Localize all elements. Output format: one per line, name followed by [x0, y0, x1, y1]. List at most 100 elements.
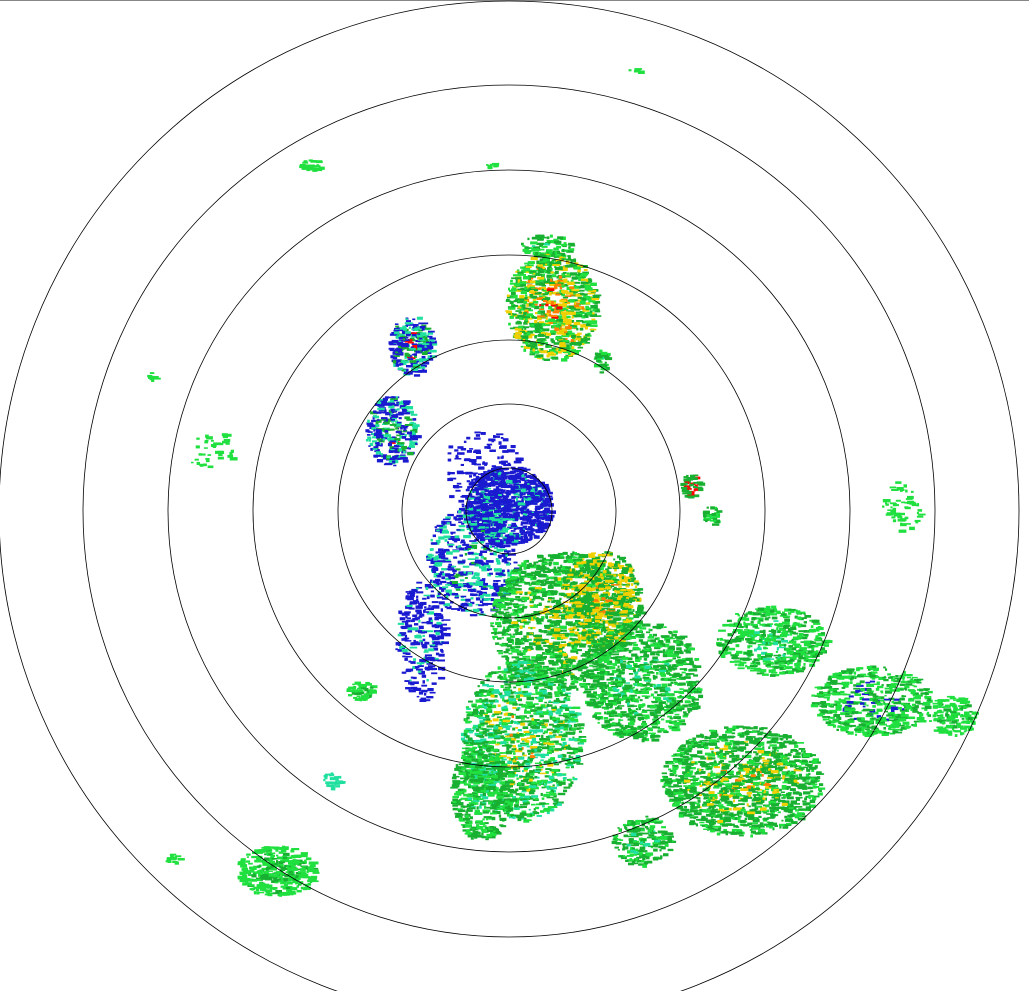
echo-cell [517, 729, 522, 732]
echo-cell [515, 596, 521, 599]
echo-cell [434, 563, 442, 567]
echo-cell [629, 595, 636, 598]
echo-cell [465, 546, 472, 548]
echo-cell [468, 482, 476, 486]
echo-cell [476, 806, 479, 810]
echo-cell [553, 794, 557, 798]
echo-cell [460, 448, 467, 451]
echo-cell [512, 517, 518, 520]
echo-cell [469, 475, 472, 478]
echo-cell [484, 774, 491, 778]
echo-cell [568, 671, 572, 675]
echo-cell [517, 642, 525, 645]
echo-cell [422, 699, 431, 702]
echo-cell [493, 435, 500, 438]
echo-cell [532, 595, 541, 600]
echo-cell [426, 679, 429, 682]
echo-cell [526, 658, 529, 661]
echo-cell [625, 576, 633, 580]
echo-cell [569, 706, 576, 709]
echo-cell [566, 751, 575, 754]
echo-cell [543, 753, 549, 756]
echo-cell [524, 682, 531, 687]
echo-cell [490, 694, 495, 698]
echo-cell [491, 715, 494, 718]
echo-cell [447, 568, 455, 571]
echo-cell [508, 484, 513, 487]
echo-cell [478, 536, 484, 539]
echo-cell [547, 600, 551, 603]
echo-cell [585, 586, 591, 589]
echo-cell [508, 590, 513, 593]
echo-cell [546, 810, 550, 815]
echo-cell [609, 608, 616, 611]
echo-cell [458, 472, 467, 474]
echo-cell [635, 592, 640, 596]
echo-cell [529, 536, 533, 540]
echo-cell [502, 719, 510, 723]
echo-cell [492, 524, 495, 527]
echo-cell [444, 633, 451, 637]
echo-cell [571, 656, 578, 660]
echo-cell [542, 746, 550, 750]
echo-cell [486, 511, 494, 516]
echo-cell [497, 554, 503, 557]
echo-cell [523, 533, 527, 537]
echo-cell [433, 572, 441, 576]
echo-cell [597, 553, 606, 556]
echo-cell [481, 523, 489, 526]
echo-cell [546, 785, 550, 789]
echo-cell [418, 691, 423, 695]
echo-cell [492, 475, 499, 478]
echo-cell [493, 726, 499, 730]
echo-cell [489, 552, 495, 556]
echo-cell [567, 714, 572, 717]
echo-cell [565, 660, 573, 664]
echo-cell [519, 793, 525, 797]
echo-cell [474, 449, 481, 453]
echo-cell [585, 609, 593, 613]
echo-cell [434, 635, 437, 639]
echo-cell [474, 691, 481, 695]
echo-cell [413, 687, 422, 691]
echo-cell [478, 716, 487, 720]
echo-cell [557, 700, 566, 704]
echo-cell [576, 622, 581, 626]
echo-cell [528, 808, 531, 811]
echo-cell [554, 628, 561, 632]
echo-cell [473, 506, 481, 509]
echo-cell [502, 527, 510, 530]
echo-cell [502, 514, 507, 518]
echo-cell [527, 766, 533, 768]
echo-cell [505, 597, 509, 600]
echo-cell [540, 579, 544, 583]
echo-cell [590, 612, 595, 616]
echo-cell [541, 562, 549, 565]
echo-cell [517, 604, 525, 606]
echo-cell [458, 499, 465, 503]
echo-cell [520, 734, 527, 736]
echo-cell [514, 476, 522, 480]
echo-cell [517, 564, 524, 567]
echo-cell [537, 771, 540, 774]
echo-cell [547, 645, 555, 649]
echo-cell [415, 587, 419, 590]
echo-cell [620, 588, 627, 592]
echo-cell [556, 780, 560, 783]
echo-cell [464, 765, 470, 768]
echo-cell [605, 571, 612, 575]
echo-cell [533, 808, 536, 811]
echo-cell [507, 633, 512, 636]
echo-cell [591, 554, 595, 556]
echo-cell [462, 544, 467, 546]
echo-cell [563, 727, 569, 731]
echo-cell [567, 699, 571, 701]
echo-cell [533, 496, 539, 500]
echo-cell [534, 664, 540, 667]
echo-cell [595, 588, 600, 592]
echo-cell [545, 736, 550, 738]
echo-cell [402, 655, 406, 658]
echo-cell [604, 614, 610, 617]
echo-cell [453, 572, 456, 574]
echo-cell [517, 698, 522, 702]
